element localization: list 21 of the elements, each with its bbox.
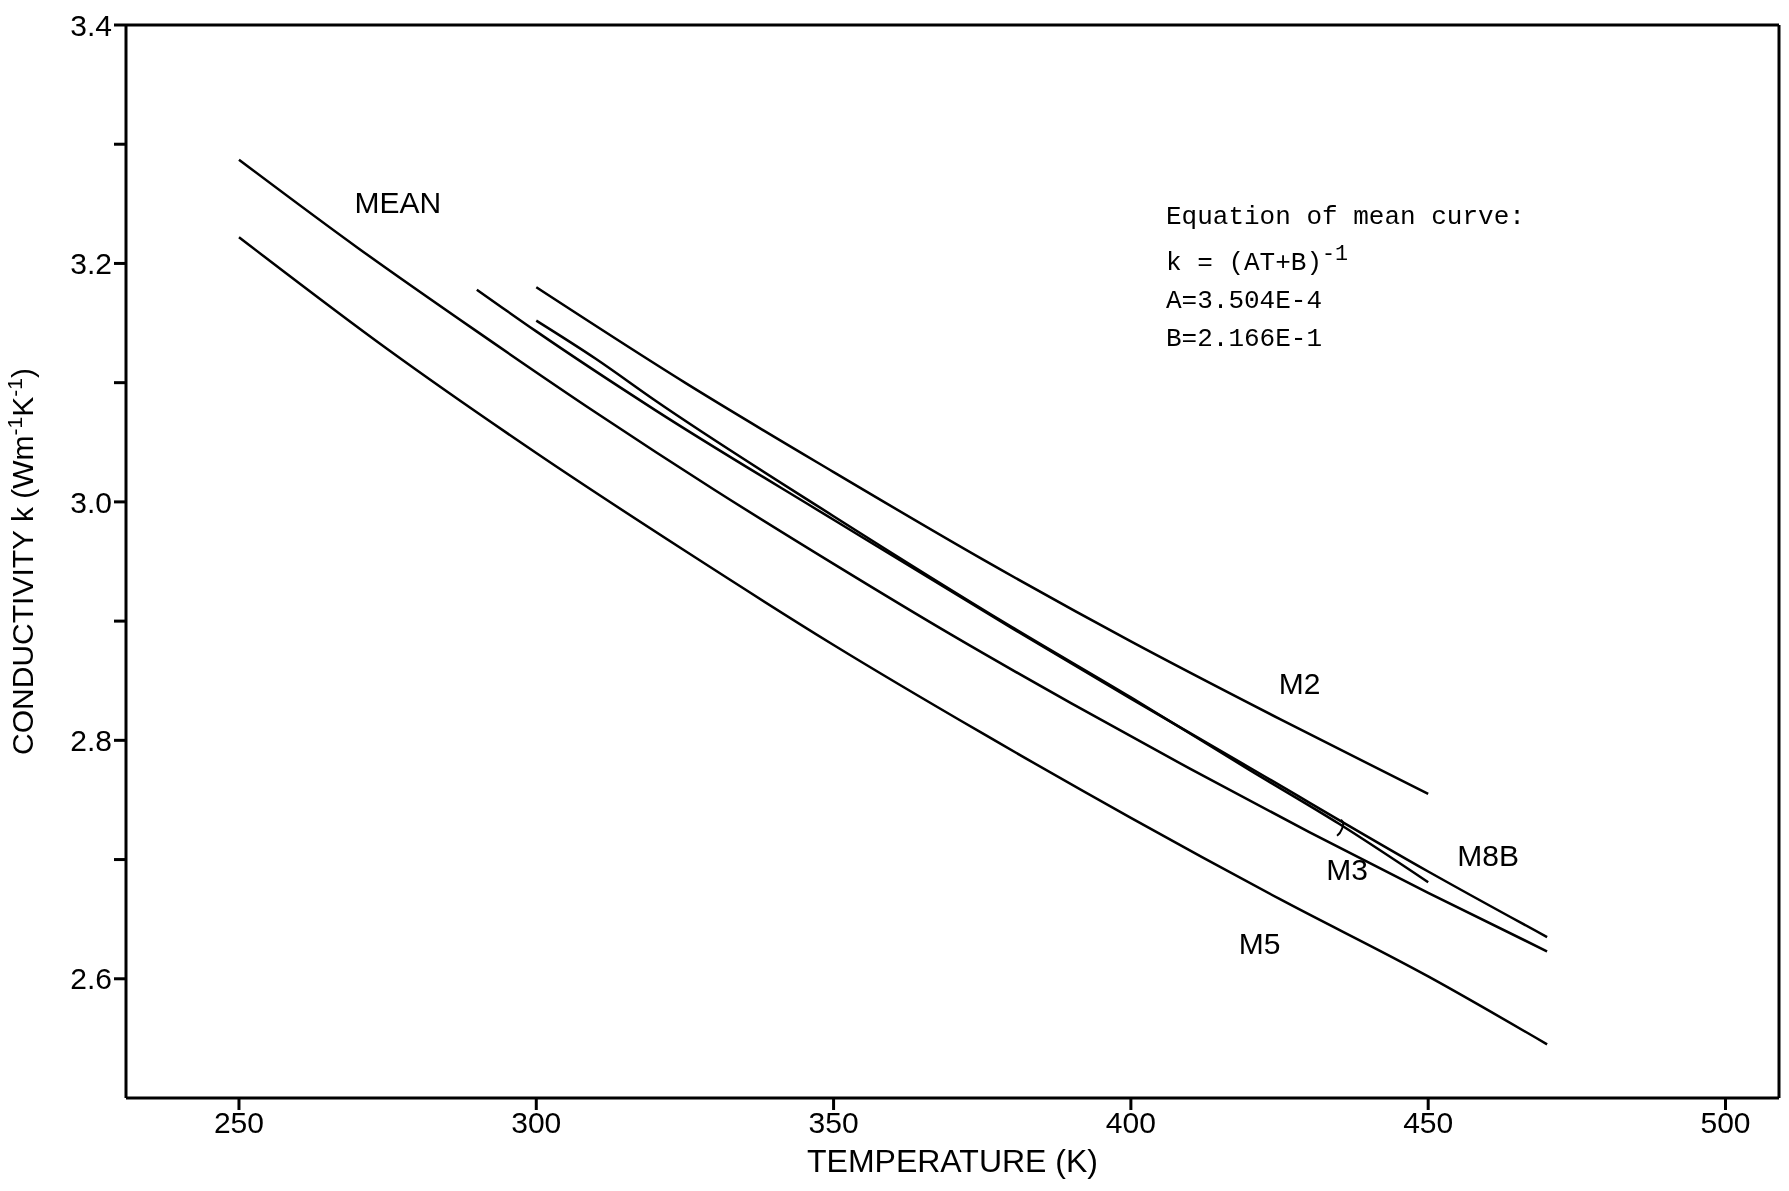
series-label: M3 — [1326, 852, 1368, 886]
series-label: MEAN — [354, 185, 442, 219]
x-tick-label: 250 — [213, 1106, 265, 1140]
annotation: Equation of mean curve: — [1166, 201, 1525, 234]
y-tick-label: 3.4 — [70, 8, 112, 42]
x-tick-label: 300 — [511, 1106, 562, 1140]
y-tick-label: 3.2 — [70, 247, 112, 281]
x-tick-label: 450 — [1403, 1106, 1454, 1140]
x-tick-label: 500 — [1700, 1106, 1751, 1140]
x-tick-label: 400 — [1105, 1106, 1156, 1140]
y-tick-label: 2.8 — [70, 723, 112, 757]
series-label: M2 — [1278, 666, 1321, 700]
y-tick-label: 2.6 — [70, 962, 112, 996]
annotation: A=3.504E-4 — [1166, 284, 1324, 318]
annotation: B=2.166E-1 — [1166, 322, 1324, 356]
y-tick-label: 3.0 — [70, 485, 112, 519]
x-tick-label: 350 — [808, 1106, 859, 1140]
x-axis-title: TEMPERATURE (K) — [807, 1143, 1098, 1179]
series-label: M5 — [1238, 926, 1281, 960]
series-label: M8B — [1457, 839, 1520, 873]
annotation: k = (AT+B)$^{-1}$ — [1166, 241, 1350, 280]
